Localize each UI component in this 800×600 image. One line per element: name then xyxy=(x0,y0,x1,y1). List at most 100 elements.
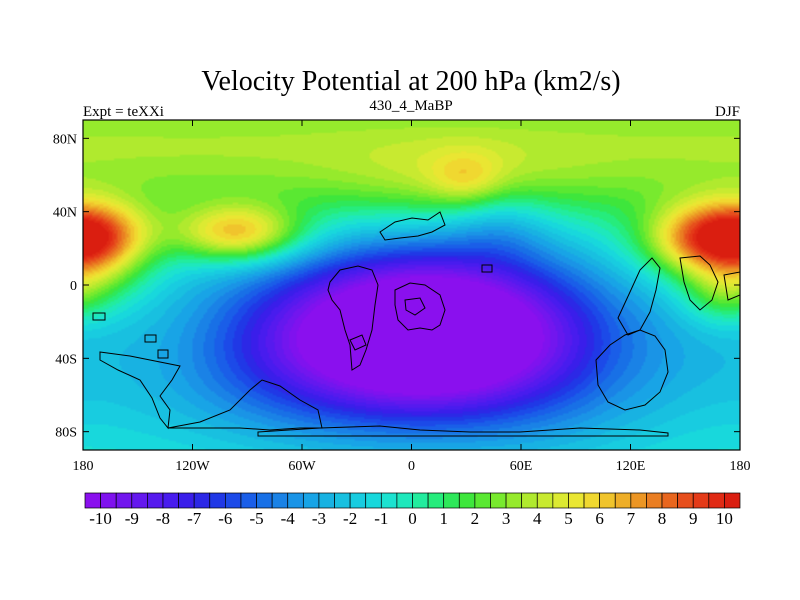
colorbar-swatch xyxy=(349,492,367,509)
colorbar-swatch xyxy=(178,492,195,509)
colorbar-label: 7 xyxy=(627,509,636,528)
colorbar-label: -5 xyxy=(249,509,263,528)
colorbar-label: 6 xyxy=(595,509,604,528)
colorbar-swatch xyxy=(302,492,320,509)
colorbar-swatch xyxy=(552,492,569,509)
colorbar-swatch xyxy=(646,492,663,509)
colorbar-swatch xyxy=(630,492,647,509)
colorbar-label: -9 xyxy=(125,509,139,528)
colorbar-swatch xyxy=(568,492,585,509)
y-tick-label: 0 xyxy=(70,279,77,294)
colorbar-label: 4 xyxy=(533,509,542,528)
colorbar-swatch xyxy=(115,492,133,509)
colorbar-swatch xyxy=(256,492,273,509)
colorbar-label: -1 xyxy=(374,509,388,528)
coastline-east-pacific xyxy=(723,271,740,301)
x-tick-label: 180 xyxy=(730,459,751,474)
coastline-north-america-tip xyxy=(379,211,446,241)
x-tick-label: 120W xyxy=(175,459,210,474)
coastline-maritime-continent xyxy=(617,257,661,336)
colorbar-swatch xyxy=(536,492,554,509)
colorbar-swatch xyxy=(380,492,398,509)
coastline-south-america-inner xyxy=(349,334,367,351)
velocity-potential-field xyxy=(83,120,740,450)
colorbar-swatch xyxy=(365,492,382,509)
colorbar-swatch xyxy=(412,492,429,509)
colorbar-swatch xyxy=(443,492,460,509)
coastline-africa xyxy=(394,282,446,331)
coastline-western-pacific-islands xyxy=(679,255,719,311)
colorbar-label: -6 xyxy=(218,509,232,528)
colorbar-swatch xyxy=(724,492,741,509)
colorbar-swatch xyxy=(490,492,507,509)
y-tick-label: 40S xyxy=(55,352,77,367)
colorbar-swatch xyxy=(599,492,616,509)
colorbar-label: 2 xyxy=(471,509,480,528)
colorbar-label: -4 xyxy=(281,509,296,528)
colorbar-swatch xyxy=(84,492,101,509)
colorbar-swatch xyxy=(692,492,710,509)
colorbar-label: -3 xyxy=(312,509,326,528)
colorbar-swatch xyxy=(458,492,476,509)
colorbar-swatch xyxy=(240,492,257,509)
colorbar-label: 1 xyxy=(439,509,448,528)
x-tick-label: 0 xyxy=(408,459,415,474)
colorbar-label: -7 xyxy=(187,509,202,528)
coastline-australia xyxy=(595,329,669,411)
colorbar-swatch xyxy=(131,492,148,509)
colorbar-swatch xyxy=(614,492,632,509)
colorbar-swatch xyxy=(287,492,304,509)
y-tick-label: 40N xyxy=(53,206,77,221)
coastlines xyxy=(92,211,740,437)
x-tick-label: 60W xyxy=(288,459,316,474)
coastline-pacific-south xyxy=(99,351,181,430)
colorbar-labels: -10 -9 -8 -7 -6 -5 -4 -3 -2 -1 0 1 2 3 4 5 6 7 8 9 10 xyxy=(89,509,733,528)
coastline-dateline-islands xyxy=(92,312,169,359)
colorbar-swatch xyxy=(708,492,725,509)
chart-subtitle-right: DJF xyxy=(715,104,740,120)
coastline-south-america xyxy=(327,265,379,371)
colorbar-label: -2 xyxy=(343,509,357,528)
colorbar-swatch xyxy=(583,492,600,509)
chart-subtitle-center: 430_4_MaBP xyxy=(369,98,452,114)
y-tick-label: 80N xyxy=(53,132,77,147)
colorbar-swatch xyxy=(661,492,678,509)
axis-ticks: 180 120W 60W 0 60E 120E 180 80N 40N 0 40S 80S xyxy=(53,120,751,474)
colorbar-swatch xyxy=(474,492,491,509)
x-tick-label: 120E xyxy=(616,459,646,474)
colorbar-label: -10 xyxy=(89,509,112,528)
coastline-small-island xyxy=(481,264,493,273)
colorbar-swatch xyxy=(521,492,538,509)
colorbar-swatch xyxy=(100,492,117,509)
colorbar-swatch xyxy=(318,492,335,509)
colorbar-label: 5 xyxy=(564,509,573,528)
colorbar-swatch xyxy=(427,492,445,509)
colorbar-label: 0 xyxy=(408,509,417,528)
colorbar-swatch xyxy=(209,492,226,509)
coastline-west-antarctic xyxy=(167,379,323,431)
coastline-africa-lake xyxy=(404,297,426,316)
colorbar xyxy=(84,492,741,509)
colorbar-swatch xyxy=(334,492,351,509)
y-tick-label: 80S xyxy=(55,426,77,441)
chart-title: Velocity Potential at 200 hPa (km2/s) xyxy=(201,66,620,97)
colorbar-swatch xyxy=(271,492,289,509)
colorbar-swatch xyxy=(193,492,211,509)
colorbar-label: 9 xyxy=(689,509,698,528)
coastline-antarctica xyxy=(257,425,669,437)
chart-subtitle-left: Expt = teXXi xyxy=(83,104,164,120)
x-tick-label: 180 xyxy=(73,459,94,474)
colorbar-swatch xyxy=(396,492,413,509)
colorbar-swatch xyxy=(147,492,164,509)
colorbar-swatch xyxy=(162,492,179,509)
x-tick-label: 60E xyxy=(510,459,533,474)
colorbar-swatch xyxy=(677,492,694,509)
field-map xyxy=(83,120,740,450)
colorbar-swatch xyxy=(225,492,242,509)
colorbar-label: 3 xyxy=(502,509,511,528)
colorbar-swatch xyxy=(505,492,523,509)
colorbar-label: -8 xyxy=(156,509,170,528)
colorbar-label: 8 xyxy=(658,509,667,528)
colorbar-label: 10 xyxy=(716,509,733,528)
